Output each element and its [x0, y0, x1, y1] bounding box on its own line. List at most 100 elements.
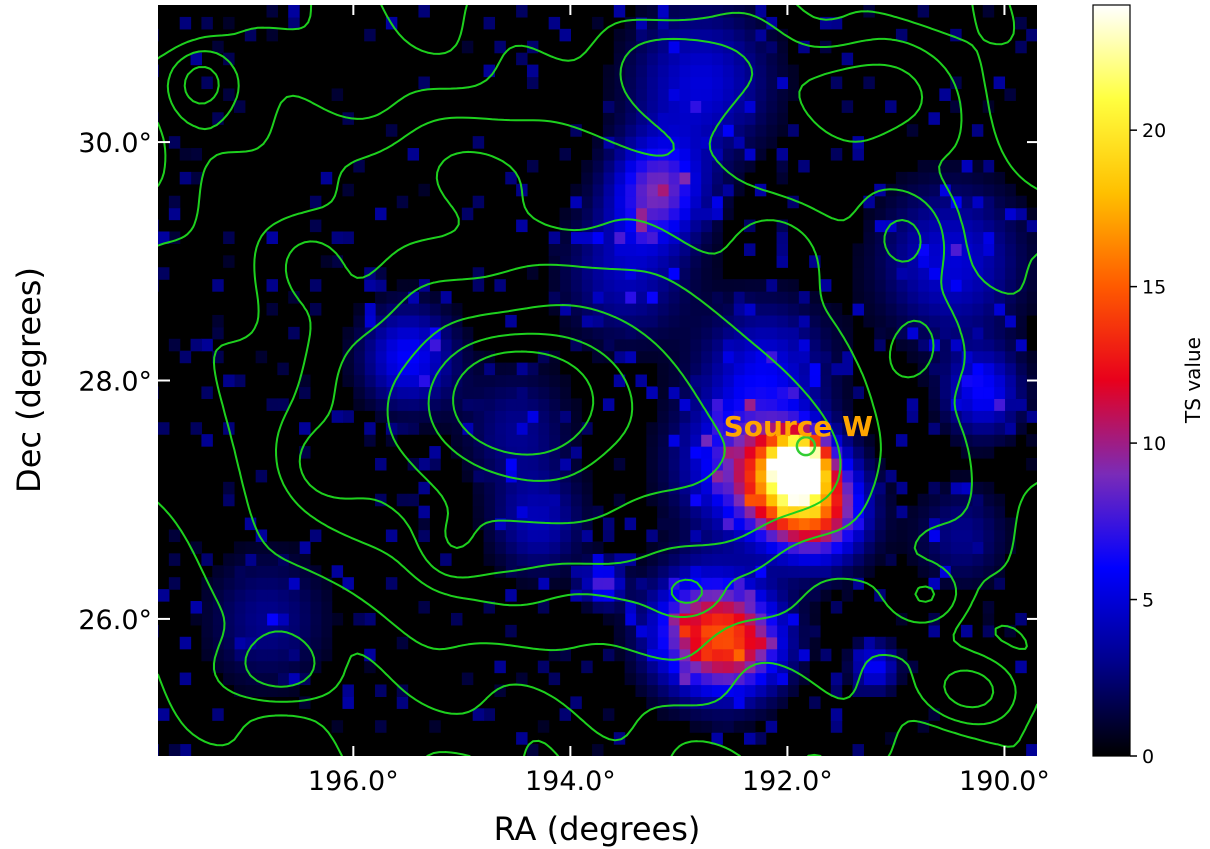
- ts-cell: [852, 493, 864, 507]
- ts-cell: [830, 469, 843, 483]
- ts-cell: [906, 326, 919, 340]
- ts-cell: [646, 314, 658, 328]
- ts-cell: [798, 314, 810, 328]
- ts-cell: [754, 648, 767, 662]
- ts-cell: [407, 493, 420, 507]
- ts-cell: [668, 529, 680, 543]
- ts-cell: [559, 291, 571, 304]
- ts-cell: [798, 577, 810, 590]
- ts-cell: [982, 171, 995, 185]
- ts-cell: [798, 565, 810, 578]
- ts-cell: [744, 243, 756, 256]
- ts-cell: [950, 529, 962, 543]
- ts-cell: [961, 529, 973, 543]
- ts-cell: [581, 541, 593, 554]
- ts-cell: [494, 362, 506, 376]
- ts-cell: [375, 457, 387, 471]
- ts-cell: [613, 5, 626, 18]
- ts-cell: [429, 446, 441, 459]
- ts-cell: [646, 350, 658, 364]
- ts-cell: [1026, 398, 1037, 411]
- ts-cell: [581, 291, 593, 304]
- ts-cell: [592, 291, 604, 304]
- ts-cell: [494, 517, 506, 531]
- ts-cell: [711, 672, 723, 686]
- ts-cell: [548, 243, 561, 256]
- ts-cell: [635, 195, 647, 209]
- ts-cell: [917, 493, 930, 507]
- ts-cell: [646, 481, 658, 495]
- ts-cell: [548, 398, 561, 411]
- ts-cell: [1026, 267, 1037, 280]
- ts-cell: [559, 529, 571, 543]
- ts-cell: [863, 195, 875, 209]
- ts-cell: [982, 541, 995, 554]
- ts-cell: [939, 314, 951, 328]
- ts-cell: [874, 481, 886, 495]
- ts-cell: [776, 350, 789, 364]
- ts-cell: [917, 505, 930, 519]
- y-tick-label: 28.0°: [78, 367, 152, 398]
- ts-cell: [754, 708, 767, 721]
- ts-cell: [961, 291, 973, 304]
- ts-cell: [885, 231, 897, 245]
- ts-cell: [1026, 207, 1037, 221]
- ts-cell: [418, 481, 430, 495]
- ts-cell: [809, 255, 821, 268]
- ts-cell: [711, 589, 723, 602]
- ts-cell: [168, 553, 181, 566]
- ts-cell: [971, 279, 984, 292]
- ts-cell: [494, 660, 506, 674]
- ts-cell: [668, 481, 680, 495]
- ts-cell: [961, 374, 973, 388]
- ts-cell: [895, 326, 908, 340]
- ts-cell: [418, 398, 430, 411]
- ts-cell: [668, 171, 680, 185]
- ts-cell: [635, 136, 647, 149]
- ts-cell: [700, 100, 713, 113]
- ts-cell: [559, 255, 571, 268]
- ts-cell: [494, 505, 506, 519]
- ts-cell: [288, 612, 300, 626]
- ts-cell: [874, 279, 886, 292]
- ts-cell: [885, 732, 897, 745]
- ts-cell: [602, 601, 615, 614]
- ts-cell: [874, 660, 886, 674]
- ts-cell: [787, 457, 799, 471]
- ts-cell: [841, 529, 854, 543]
- ts-cell: [233, 612, 246, 626]
- ts-cell: [624, 577, 637, 590]
- ts-cell: [668, 112, 680, 125]
- ts-cell: [678, 243, 691, 256]
- ts-cell: [809, 565, 821, 578]
- ts-cell: [754, 52, 767, 66]
- ts-cell: [494, 279, 506, 292]
- ts-cell: [895, 612, 908, 626]
- ts-cell: [830, 303, 843, 316]
- ts-cell: [971, 255, 984, 268]
- ts-cell: [559, 541, 571, 554]
- ts-cell: [689, 505, 702, 519]
- ts-cell: [711, 517, 723, 531]
- ts-cell: [233, 636, 246, 650]
- ts-cell: [353, 612, 365, 626]
- ts-cell: [342, 684, 354, 697]
- ts-cell: [939, 303, 951, 316]
- ts-cell: [244, 684, 257, 697]
- ts-cell: [624, 219, 637, 233]
- ts-cell: [917, 291, 930, 304]
- ts-cell: [744, 88, 756, 101]
- ts-cell: [950, 398, 962, 411]
- ts-cell: [1004, 267, 1016, 280]
- ts-cell: [928, 255, 940, 268]
- ts-cell: [602, 183, 615, 197]
- ts-cell: [244, 28, 257, 42]
- ts-cell: [689, 171, 702, 185]
- ts-cell: [711, 148, 723, 161]
- ts-cell: [722, 446, 734, 459]
- ts-cell: [223, 374, 235, 388]
- ts-cell: [461, 40, 474, 54]
- ts-cell: [841, 517, 854, 531]
- ts-cell: [602, 159, 615, 173]
